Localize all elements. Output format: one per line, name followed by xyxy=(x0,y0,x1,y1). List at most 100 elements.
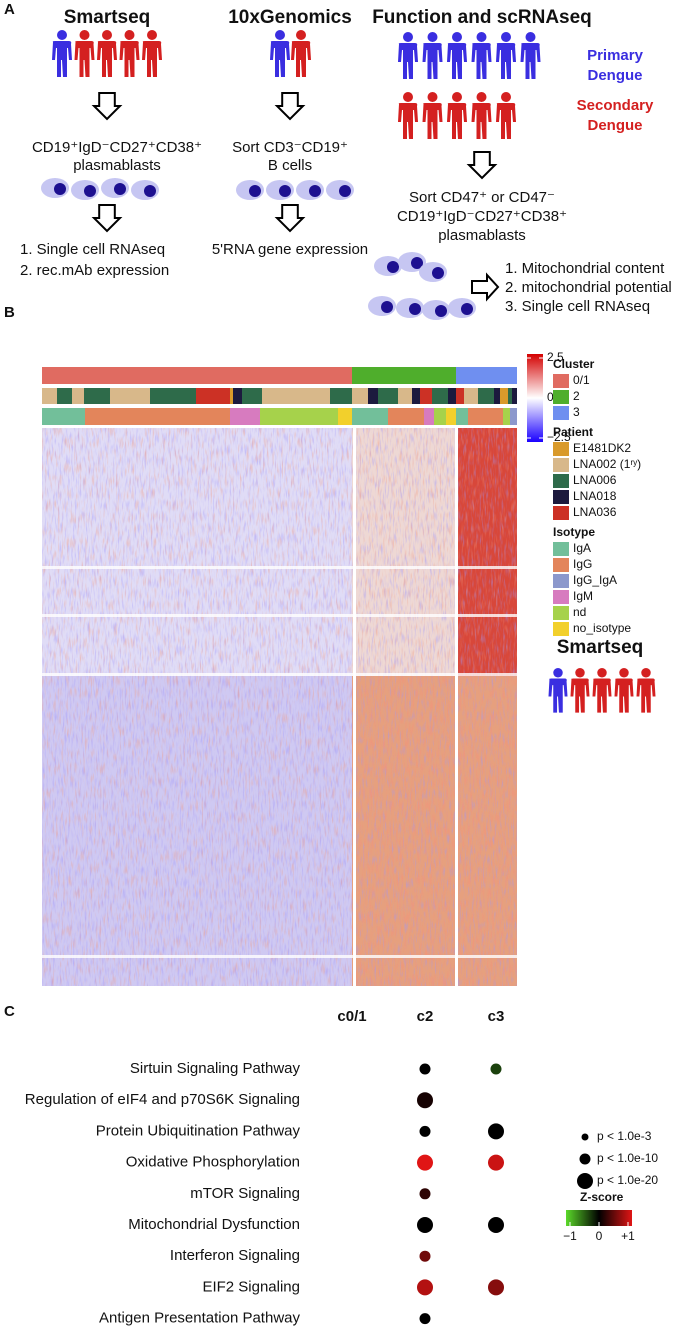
patient-bar xyxy=(42,388,57,404)
head xyxy=(102,30,112,40)
nucleus xyxy=(84,185,96,197)
legend-swatch xyxy=(553,558,569,572)
size-legend-dot xyxy=(577,1173,593,1189)
size-legend-label: p < 1.0e-10 xyxy=(597,1151,658,1165)
result-text: 5'RNA gene expression xyxy=(212,241,368,258)
legend-label: LNA002 (1ʳʸ) xyxy=(573,457,641,471)
group-label: Dengue xyxy=(587,117,642,134)
head xyxy=(641,668,651,678)
legend-label: E1481DK2 xyxy=(573,441,631,455)
pathway-label: EIF2 Signaling xyxy=(202,1278,300,1295)
zscore-label: 0 xyxy=(596,1229,603,1243)
legend-swatch xyxy=(553,374,569,388)
group-label: Primary xyxy=(587,47,644,64)
arrow xyxy=(274,204,306,233)
pathway-label: Antigen Presentation Pathway xyxy=(99,1310,300,1327)
person-icon xyxy=(447,32,467,79)
body xyxy=(74,41,95,77)
patient-bar xyxy=(478,388,494,404)
body xyxy=(447,43,467,79)
patient-bar xyxy=(368,388,378,404)
heatmap-gap xyxy=(42,566,517,569)
smartseq-title: Smartseq xyxy=(557,637,644,658)
body xyxy=(570,678,590,713)
pathway-label: Mitochondrial Dysfunction xyxy=(128,1216,300,1233)
panel-label: C xyxy=(4,1003,15,1020)
isotype-bar xyxy=(230,408,260,425)
patient-bar xyxy=(262,388,330,404)
nucleus xyxy=(409,303,421,315)
head xyxy=(619,668,629,678)
heatmap-gap xyxy=(42,673,517,676)
cluster-bar xyxy=(456,367,517,384)
result-text: 1. Single cell RNAseq xyxy=(20,241,165,258)
pathway-label: mTOR Signaling xyxy=(190,1185,300,1202)
isotype-bar xyxy=(510,408,517,425)
dot xyxy=(419,1313,431,1325)
legend-label: LNA036 xyxy=(573,505,617,519)
dot xyxy=(419,1125,431,1137)
head xyxy=(575,668,585,678)
patient-bar xyxy=(464,388,478,404)
cluster-bar xyxy=(42,367,352,384)
heatmap-noise xyxy=(352,676,517,986)
patient-bar xyxy=(233,388,242,404)
legend-label: LNA006 xyxy=(573,473,617,487)
person-icon xyxy=(592,668,612,713)
head xyxy=(427,92,438,102)
arrow xyxy=(91,204,123,233)
body xyxy=(592,678,612,713)
isotype-bar xyxy=(446,408,456,425)
body xyxy=(97,41,117,77)
panel-label: A xyxy=(4,1,15,18)
legend-label: 0/1 xyxy=(573,373,590,387)
legend-swatch xyxy=(553,442,569,456)
dot xyxy=(417,1279,433,1296)
dot xyxy=(488,1154,504,1171)
body xyxy=(447,103,467,139)
head xyxy=(147,30,157,40)
colorbar-label: −2.5 xyxy=(547,430,571,444)
head xyxy=(403,92,413,102)
person-icon xyxy=(614,668,634,713)
head xyxy=(403,32,413,42)
head xyxy=(501,92,511,102)
body xyxy=(496,43,516,79)
step-text: CD19⁺IgD⁻CD27⁺CD38⁺ xyxy=(32,139,202,156)
patient-bar xyxy=(150,388,196,404)
head xyxy=(501,32,511,42)
nucleus xyxy=(249,185,261,197)
step-text: plasmablasts xyxy=(438,227,526,244)
body xyxy=(422,103,443,139)
result-text: 1. Mitochondrial content xyxy=(505,260,665,277)
legend-label: IgG xyxy=(573,557,592,571)
legend-label: 2 xyxy=(573,389,580,403)
head xyxy=(452,32,462,42)
zscore-bar xyxy=(566,1210,632,1226)
patient-bar xyxy=(398,388,412,404)
legend-swatch xyxy=(553,474,569,488)
patient-bar xyxy=(352,388,368,404)
pathway-label: Regulation of eIF4 and p70S6K Signaling xyxy=(25,1091,300,1108)
person-icon xyxy=(570,668,590,713)
arrow xyxy=(466,151,498,180)
nucleus xyxy=(387,261,399,273)
zscore-label: +1 xyxy=(621,1229,635,1243)
head xyxy=(597,668,607,678)
legend-title: Cluster xyxy=(553,357,595,371)
body xyxy=(142,41,162,77)
patient-bar xyxy=(420,388,432,404)
head xyxy=(79,30,90,40)
nucleus xyxy=(432,267,444,279)
head xyxy=(476,32,487,42)
column-label: c3 xyxy=(488,1008,505,1025)
step-text: Sort CD47⁺ or CD47⁻ xyxy=(409,189,555,206)
dot xyxy=(417,1092,433,1109)
legend-title: Patient xyxy=(553,425,593,439)
isotype-bar xyxy=(260,408,338,425)
result-text: 2. rec.mAb expression xyxy=(20,262,169,279)
size-legend-dot xyxy=(581,1133,589,1141)
colorbar-label: 2.5 xyxy=(547,350,564,364)
cluster-bar xyxy=(352,367,456,384)
